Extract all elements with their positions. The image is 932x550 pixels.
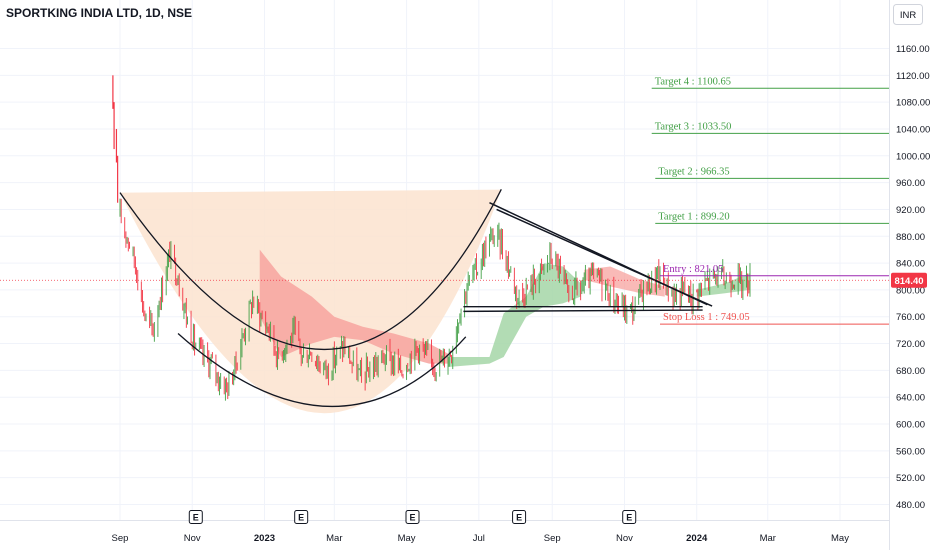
x-tick-label: May — [398, 533, 416, 544]
y-tick-label: 520.00 — [896, 473, 925, 484]
y-tick-label: 720.00 — [896, 339, 925, 350]
currency-button[interactable]: INR — [893, 4, 923, 25]
x-tick-label: 2024 — [686, 533, 708, 544]
x-tick-label: May — [831, 533, 849, 544]
y-tick-label: 560.00 — [896, 446, 925, 457]
last-price-badge: 814.40 — [891, 272, 927, 288]
level-label: Target 3 : 1033.50 — [655, 121, 732, 132]
x-tick-label: Nov — [184, 533, 201, 544]
cloud-bearish — [259, 249, 449, 364]
y-tick-label: 600.00 — [896, 420, 925, 431]
cup-inner-curve — [177, 333, 467, 408]
price-badge-box — [891, 272, 927, 288]
earnings-icon[interactable]: E — [188, 510, 203, 524]
x-tick-label: Mar — [326, 533, 342, 544]
price-badge-text: 814.40 — [894, 276, 923, 287]
x-tick-label: Mar — [760, 533, 776, 544]
currency-label: INR — [900, 10, 917, 21]
y-tick-label: 1160.00 — [896, 44, 930, 55]
cup-outer-curve — [119, 189, 502, 350]
level-label: Stop Loss 1 : 749.05 — [663, 312, 750, 323]
y-tick-label: 840.00 — [896, 259, 925, 270]
candlestick-series — [112, 75, 751, 401]
chart-title: SPORTKING INDIA LTD, 1D, NSE — [6, 6, 192, 20]
cloud-bearish-2 — [584, 266, 665, 297]
x-tick-label: Sep — [112, 533, 129, 544]
trendline-drawings — [119, 189, 713, 408]
time-axis: Sep Nov 2023 Mar May Jul Sep Nov 2024 Mar May — [112, 533, 850, 544]
earnings-icon[interactable]: E — [622, 510, 637, 524]
x-tick-label: Sep — [544, 533, 561, 544]
y-tick-label: 960.00 — [896, 178, 925, 189]
earnings-label: E — [298, 513, 304, 523]
y-tick-label: 760.00 — [896, 312, 925, 323]
wedge-upper-line-2 — [496, 208, 713, 307]
earnings-icon[interactable]: E — [294, 510, 309, 524]
y-tick-label: 920.00 — [896, 205, 925, 216]
level-label: Entry : 821.05 — [663, 264, 723, 275]
price-axis: 480.00 520.00 560.00 600.00 640.00 680.00 720.… — [896, 44, 930, 511]
y-tick-label: 800.00 — [896, 285, 925, 296]
y-tick-label: 680.00 — [896, 366, 925, 377]
earnings-label: E — [193, 513, 199, 523]
y-tick-label: 1040.00 — [896, 124, 930, 135]
earnings-label: E — [516, 513, 522, 523]
y-tick-label: 1000.00 — [896, 151, 930, 162]
trade-levels: Target 4 : 1100.65 Target 3 : 1033.50 Targ… — [0, 76, 889, 325]
pattern-overlays — [120, 189, 750, 414]
y-tick-label: 1120.00 — [896, 71, 930, 82]
x-tick-label: 2023 — [254, 533, 275, 544]
x-tick-label: Jul — [473, 533, 485, 544]
x-tick-label: Nov — [616, 533, 633, 544]
earnings-icon[interactable]: E — [512, 510, 527, 524]
cloud-bullish — [448, 263, 581, 368]
earnings-icon[interactable]: E — [405, 510, 420, 524]
y-tick-label: 1080.00 — [896, 98, 930, 109]
y-tick-label: 640.00 — [896, 393, 925, 404]
y-tick-label: 880.00 — [896, 232, 925, 243]
level-label: Target 2 : 966.35 — [658, 166, 729, 177]
level-label: Target 4 : 1100.65 — [655, 76, 731, 87]
neckline-2 — [463, 309, 703, 313]
level-label: Target 1 : 899.20 — [658, 211, 729, 222]
earnings-label: E — [409, 513, 415, 523]
y-tick-label: 480.00 — [896, 500, 925, 511]
earnings-label: E — [626, 513, 632, 523]
